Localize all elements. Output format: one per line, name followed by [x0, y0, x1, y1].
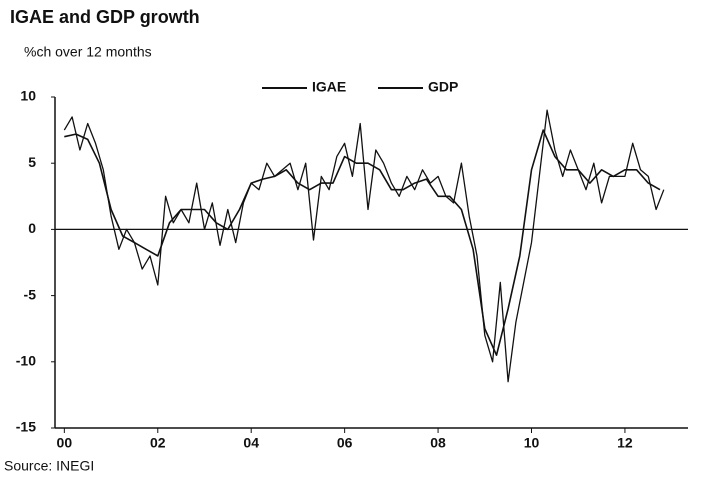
x-tick-label: 06: [337, 435, 353, 451]
y-tick-label: 5: [28, 154, 36, 170]
x-tick-label: 02: [150, 435, 166, 451]
chart-title: IGAE and GDP growth: [10, 7, 200, 27]
x-tick-label: 12: [617, 435, 633, 451]
series-line: [64, 129, 661, 356]
y-tick-label: 0: [28, 220, 36, 236]
x-tick-label: 00: [57, 435, 73, 451]
y-tick-label: -5: [24, 286, 37, 302]
y-tick-label: -15: [16, 419, 36, 435]
y-tick-label: 10: [20, 88, 36, 104]
x-tick-label: 04: [243, 435, 259, 451]
legend-label: GDP: [428, 79, 458, 95]
x-tick-label: 08: [430, 435, 446, 451]
source: Source: INEGI: [4, 458, 94, 474]
legend-label: IGAE: [312, 79, 346, 95]
chart-subtitle: %ch over 12 months: [24, 44, 152, 60]
y-tick-label: -10: [16, 353, 36, 369]
x-tick-label: 10: [524, 435, 540, 451]
series-line: [63, 109, 665, 383]
